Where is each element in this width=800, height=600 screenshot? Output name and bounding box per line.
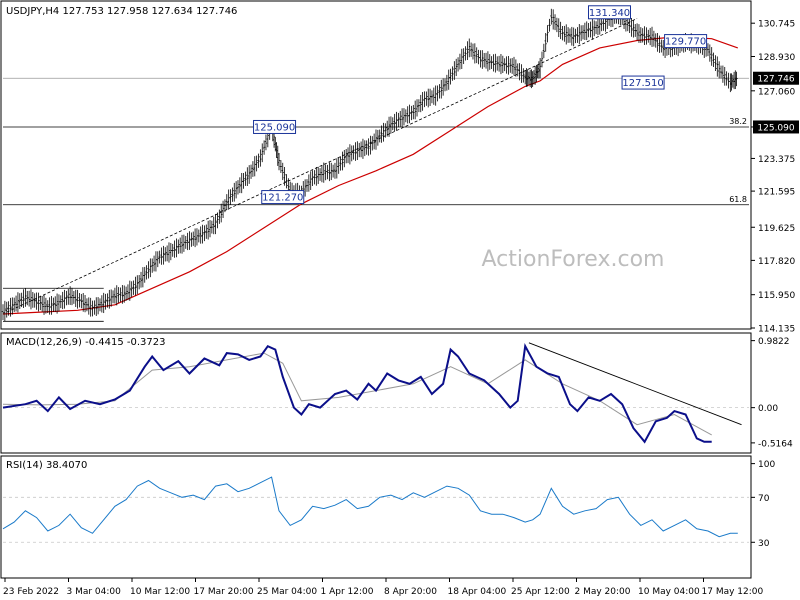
price-annotation-box (261, 190, 305, 205)
rsi-y-tick-label: 100 (758, 460, 775, 470)
fib-level-label: 38.2 (729, 117, 747, 126)
axis-layer: 130.745 128.930 127.060 125.090 123.375 121.5… (3, 20, 799, 597)
x-tick-label: 17 Mar 20:00 (194, 587, 254, 597)
macd-y-tick-label: 0.00 (758, 404, 778, 414)
x-tick-label: 10 Mar 12:00 (130, 587, 190, 597)
price-y-tick-label: 117.820 (758, 257, 795, 267)
current-price-tag: 127.746 (757, 75, 794, 85)
rsi-layer (2, 476, 749, 543)
price-header: USDJPY,H4 127.753 127.958 127.634 127.74… (6, 6, 237, 17)
price-annotation-label: 121.270 (262, 193, 303, 204)
rsi-panel (0, 455, 752, 579)
x-tick-label: 18 Apr 04:00 (448, 587, 507, 597)
price-y-tick-label: 114.135 (758, 325, 795, 335)
price-annotation-label: 131.340 (589, 8, 630, 19)
macd-panel (0, 332, 752, 454)
price-y-tick-label: 121.595 (758, 188, 795, 198)
watermark: ActionForex.com (482, 247, 665, 272)
macd-y-tick-label: 0.9822 (758, 337, 790, 347)
price-y-tick-label: 128.930 (758, 53, 795, 63)
macd-y-tick-label: -0.5164 (758, 439, 793, 449)
x-tick-label: 3 Mar 04:00 (67, 587, 122, 597)
price-annotation-label: 125.090 (254, 122, 295, 133)
rsi-line (2, 476, 738, 538)
x-tick-label: 17 May 12:00 (702, 587, 764, 597)
price-y-tick-label: 115.950 (758, 291, 795, 301)
ma-line (2, 36, 738, 315)
price-panel (0, 0, 752, 330)
macd-line (2, 343, 712, 444)
current-price-tag-bg (753, 71, 799, 85)
retracement-price-tag: 125.090 (757, 123, 794, 133)
x-tick-label: 2 May 20:00 (575, 587, 631, 597)
price-annotation-box (253, 119, 297, 134)
x-tick-label: 10 May 04:00 (638, 587, 700, 597)
macd-layer (2, 342, 749, 444)
rsi-y-tick-label: 30 (758, 539, 770, 549)
x-tick-label: 25 Mar 04:00 (257, 587, 317, 597)
price-annotation-label: 129.770 (665, 37, 706, 48)
macd-header: MACD(12,26,9) -0.4415 -0.3723 (6, 337, 166, 348)
price-annotation-label: 127.510 (622, 78, 663, 89)
rsi-y-tick-label: 70 (758, 494, 770, 504)
macd-signal-line (2, 352, 712, 436)
fib-level-label: 61.8 (729, 195, 747, 204)
x-tick-label: 25 Apr 12:00 (511, 587, 570, 597)
x-tick-label: 23 Feb 2022 (3, 587, 59, 597)
x-tick-label: 8 Apr 20:00 (384, 587, 437, 597)
retracement-price-tag-bg (753, 120, 799, 134)
price-annotation-box (587, 5, 631, 20)
macd-trendline (528, 342, 742, 426)
price-y-tick-label: 127.060 (758, 87, 795, 97)
rsi-header: RSI(14) 38.4070 (6, 460, 87, 471)
price-y-tick-label: 130.745 (758, 20, 795, 30)
x-tick-label: 1 Apr 12:00 (321, 587, 374, 597)
price-y-tick-label: 119.625 (758, 224, 795, 234)
price-annotation-box (621, 75, 665, 90)
price-layer: 38.2 61.8 131.340 129.770 127.510 125.090 121.… (1, 5, 749, 322)
price-y-tick-label: 123.375 (758, 155, 795, 165)
price-annotation-box (664, 34, 708, 49)
